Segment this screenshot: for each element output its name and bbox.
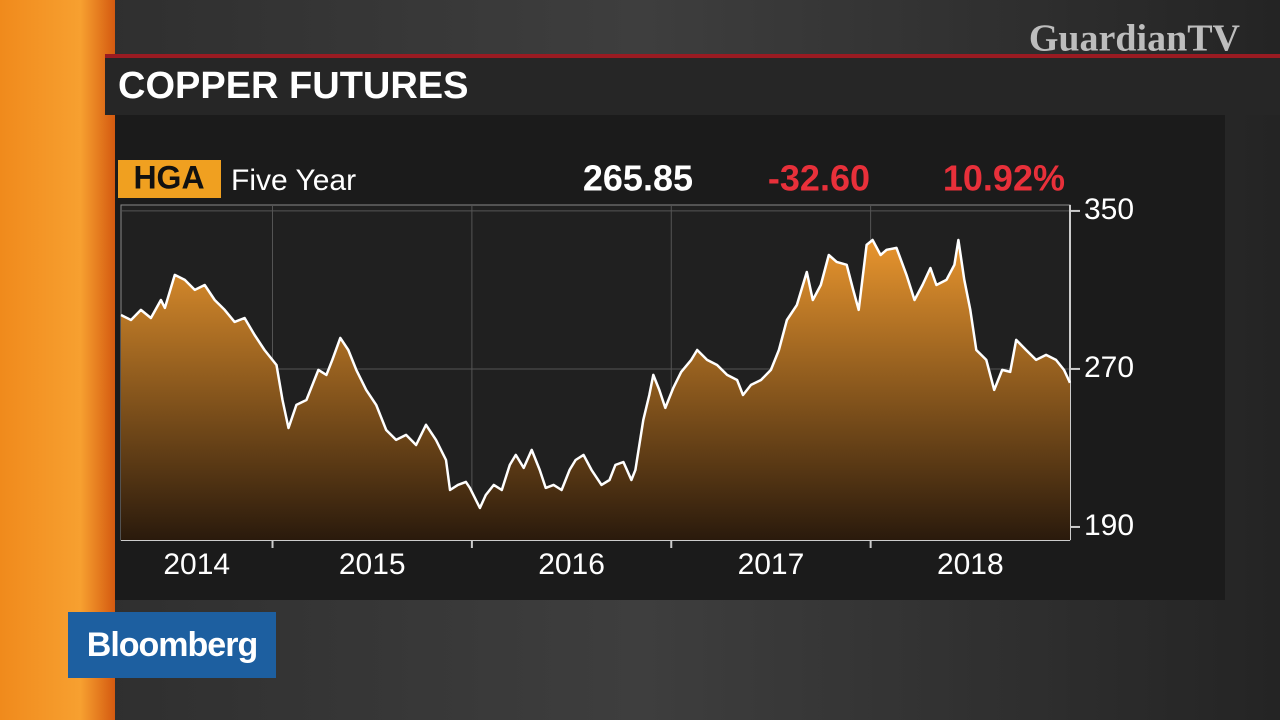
network-logo: Bloomberg: [87, 626, 257, 664]
period: Five Year: [231, 164, 356, 197]
x-tick-label: 2014: [163, 548, 230, 581]
x-tick-label: 2015: [339, 548, 406, 581]
x-tick-label: 2016: [538, 548, 605, 581]
ticker: HGA: [133, 159, 204, 195]
title-bar: [105, 58, 1280, 115]
y-tick-label: 190: [1084, 509, 1134, 542]
area-fill: [121, 240, 1070, 540]
change-pct: 10.92%: [943, 158, 1065, 199]
last-price: 265.85: [583, 158, 693, 199]
network-box: [68, 612, 276, 678]
y-tick-label: 350: [1084, 193, 1134, 226]
x-tick-label: 2018: [937, 548, 1004, 581]
orange-stripe: [0, 0, 115, 720]
y-tick-label: 270: [1084, 351, 1134, 384]
ticker-box: [118, 160, 221, 198]
chart-title: COPPER FUTURES: [118, 65, 468, 107]
watermark: GuardianTV: [1029, 18, 1241, 60]
change: -32.60: [768, 158, 870, 199]
price-line: [120, 238, 1072, 510]
red-rule: [105, 54, 1280, 58]
x-tick-label: 2017: [738, 548, 805, 581]
